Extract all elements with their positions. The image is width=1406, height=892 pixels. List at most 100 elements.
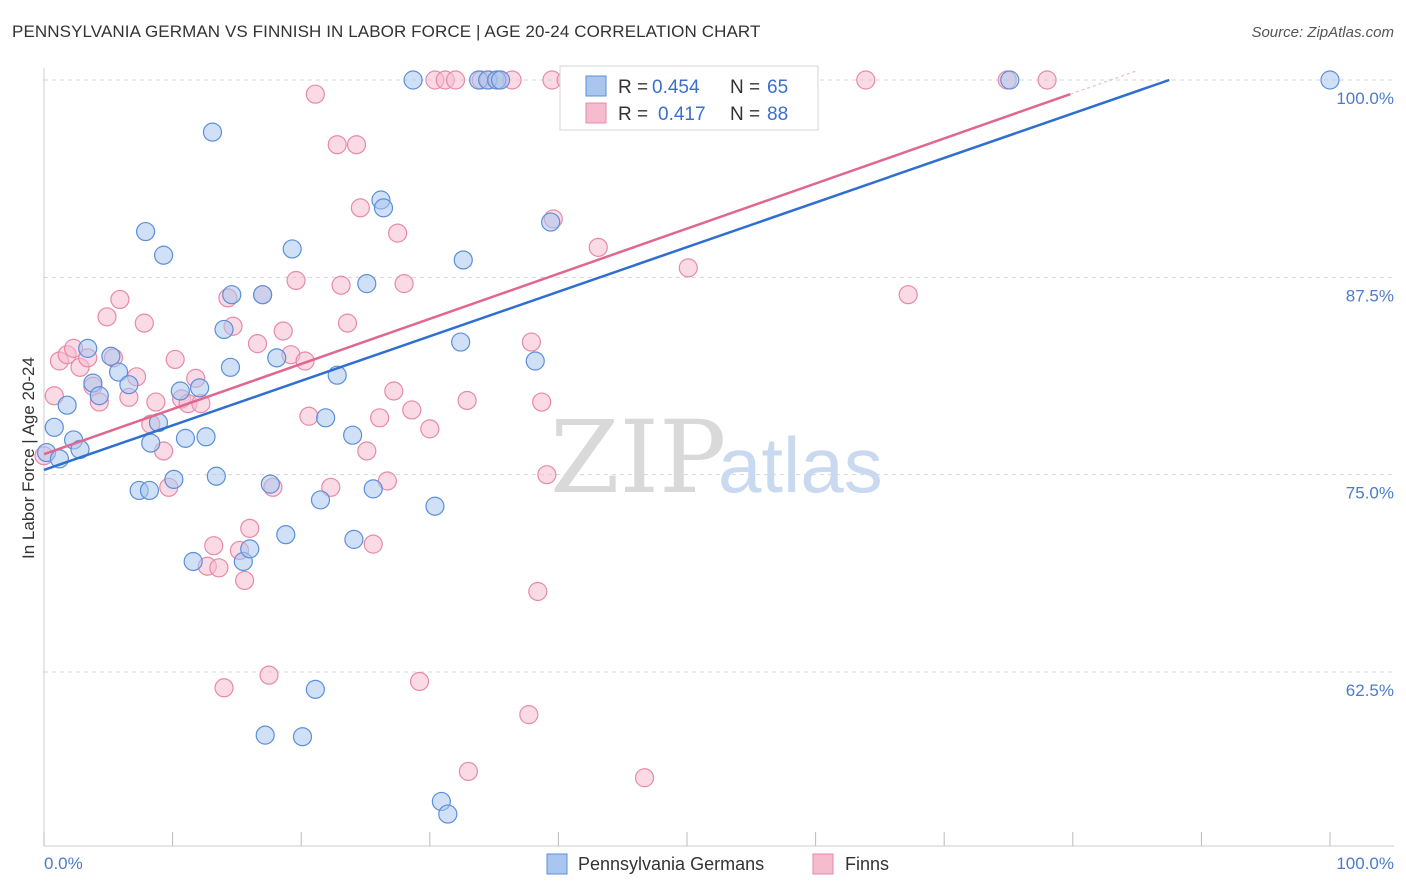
finns-point bbox=[357, 441, 377, 461]
finns-point bbox=[247, 334, 268, 354]
series-legend-label-pink: Finns bbox=[845, 854, 889, 874]
pennsylvania-germans-point bbox=[490, 70, 511, 90]
pennsylvania-germans-point bbox=[153, 245, 174, 265]
finns-point bbox=[240, 518, 260, 538]
pennsylvania-germans-point bbox=[240, 539, 260, 559]
finns-point bbox=[388, 223, 408, 243]
legend-blue-r-value: 0.454 bbox=[652, 77, 700, 98]
finns-point bbox=[286, 270, 306, 291]
finns-point bbox=[402, 400, 422, 420]
pennsylvania-germans-point bbox=[403, 70, 423, 90]
pennsylvania-germans-point bbox=[101, 346, 121, 366]
pennsylvania-germans-point bbox=[343, 425, 363, 445]
pennsylvania-germans-point bbox=[373, 198, 394, 218]
pennsylvania-germans-point bbox=[119, 375, 139, 395]
finns-point bbox=[528, 581, 548, 602]
legend-pink-r-value: 0.417 bbox=[658, 104, 706, 125]
pennsylvania-germans-point bbox=[1320, 70, 1340, 90]
finns-point bbox=[337, 313, 358, 333]
finns-point bbox=[327, 135, 347, 155]
pennsylvania-germans-point bbox=[206, 466, 226, 486]
pennsylvania-germans-point bbox=[451, 332, 471, 352]
finns-point bbox=[634, 768, 655, 788]
pennsylvania-germans-point bbox=[316, 408, 336, 428]
watermark-atlas: atlas bbox=[718, 421, 883, 509]
pennsylvania-germans-point bbox=[57, 395, 77, 415]
finns-point bbox=[588, 237, 608, 257]
pennsylvania-germans-point bbox=[438, 804, 458, 824]
finns-point bbox=[331, 275, 351, 295]
finns-point bbox=[1037, 70, 1057, 90]
series-legend-swatch-blue bbox=[546, 853, 568, 875]
finns-trend-line bbox=[43, 93, 1071, 456]
finns-point bbox=[457, 390, 477, 411]
legend-pink-n-value: 88 bbox=[767, 104, 788, 125]
legend-blue-r-label: R = bbox=[618, 77, 648, 98]
finns-point bbox=[678, 258, 698, 278]
finns-point bbox=[346, 135, 367, 155]
finns-point bbox=[445, 70, 466, 90]
finns-trend-line-extension bbox=[1070, 69, 1138, 95]
legend-swatch-pink bbox=[585, 102, 607, 124]
finns-point bbox=[898, 285, 918, 305]
pennsylvania-germans-points bbox=[36, 70, 1340, 824]
finns-point bbox=[384, 381, 404, 401]
series-legend-label-blue: Pennsylvania Germans bbox=[578, 854, 764, 874]
pennsylvania-germans-point bbox=[190, 378, 210, 398]
finns-point bbox=[521, 332, 541, 352]
pennsylvania-germans-point bbox=[310, 490, 331, 510]
pennsylvania-germans-point bbox=[222, 285, 242, 305]
pennsylvania-germans-point bbox=[260, 474, 280, 494]
legend-blue-n-value: 65 bbox=[767, 77, 788, 98]
series-legend-swatch-pink bbox=[812, 853, 834, 875]
finns-point bbox=[259, 665, 279, 685]
pennsylvania-germans-point bbox=[344, 529, 364, 549]
x-tick-label-max: 100.0% bbox=[1336, 854, 1394, 873]
source-credit: Source: ZipAtlas.com bbox=[1251, 24, 1394, 41]
y-tick-label: 62.5% bbox=[1346, 681, 1394, 700]
pennsylvania-germans-point bbox=[305, 679, 325, 699]
pennsylvania-germans-trend-line bbox=[43, 78, 1170, 472]
pennsylvania-germans-point bbox=[267, 348, 287, 368]
watermark: ZIP atlas bbox=[550, 399, 883, 516]
pennsylvania-germans-point bbox=[255, 725, 275, 745]
pennsylvania-germans-point bbox=[135, 221, 156, 242]
pennsylvania-germans-point bbox=[425, 496, 445, 516]
pennsylvania-germans-point bbox=[1000, 70, 1020, 90]
pennsylvania-germans-point bbox=[196, 427, 216, 447]
pennsylvania-germans-point bbox=[214, 319, 234, 340]
finns-point bbox=[97, 307, 117, 327]
finns-point bbox=[537, 465, 557, 485]
finns-point bbox=[44, 386, 64, 406]
pennsylvania-germans-point bbox=[525, 351, 545, 371]
pennsylvania-germans-point bbox=[292, 727, 313, 747]
stats-legend: R = 0.454 N = 65 R = 0.417 N = 88 bbox=[559, 65, 819, 131]
finns-point bbox=[299, 406, 319, 426]
chart-title: PENNSYLVANIA GERMAN VS FINNISH IN LABOR … bbox=[12, 22, 761, 41]
legend-swatch-blue bbox=[585, 75, 607, 97]
finns-point bbox=[110, 289, 130, 310]
pennsylvania-germans-point bbox=[108, 362, 129, 382]
pennsylvania-germans-point bbox=[78, 338, 98, 358]
legend-blue-n-label: N = bbox=[730, 77, 760, 98]
x-tick-label-min: 0.0% bbox=[44, 854, 83, 873]
pennsylvania-germans-point bbox=[164, 469, 184, 490]
pennsylvania-germans-point bbox=[541, 212, 561, 232]
pennsylvania-germans-point bbox=[89, 386, 109, 406]
finns-point bbox=[204, 536, 224, 556]
finns-point bbox=[394, 274, 414, 294]
pennsylvania-germans-point bbox=[170, 381, 190, 401]
pennsylvania-germans-point bbox=[220, 357, 241, 377]
finns-point bbox=[214, 678, 234, 698]
finns-point bbox=[409, 671, 430, 692]
finns-point bbox=[420, 419, 440, 439]
finns-point bbox=[370, 408, 390, 428]
watermark-zip: ZIP bbox=[550, 399, 726, 516]
y-tick-label: 75.0% bbox=[1346, 484, 1394, 503]
series-legend: Pennsylvania Germans Finns bbox=[546, 853, 889, 875]
y-tick-labels: 62.5% 75.0% 87.5% 100.0% bbox=[1336, 89, 1394, 700]
pennsylvania-germans-point bbox=[357, 274, 377, 294]
finns-points bbox=[34, 70, 1057, 788]
y-tick-label: 87.5% bbox=[1346, 286, 1394, 305]
finns-point bbox=[209, 558, 229, 578]
